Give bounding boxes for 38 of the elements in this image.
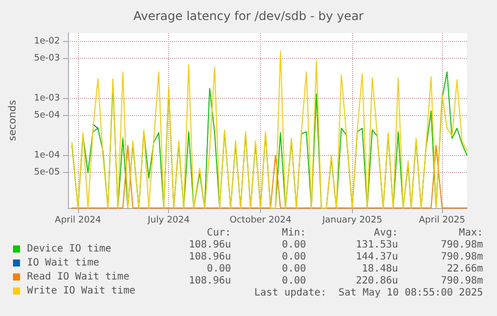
y-tick-label: 5e-05	[34, 168, 60, 178]
x-tick-label: April 2024	[54, 216, 102, 226]
text: 790.98m	[440, 252, 484, 262]
y-tick-label: 1e-03	[34, 93, 60, 104]
text: 790.98m	[440, 276, 484, 286]
text: Cur:	[206, 228, 232, 238]
text: 0.00	[206, 264, 232, 274]
y-tick-label: 1e-04	[34, 150, 60, 160]
text: 18.48u	[362, 264, 398, 274]
y-tick-label: 1e-02	[34, 36, 60, 46]
text: 0.00	[282, 264, 306, 274]
x-tick-label: October 2024	[230, 216, 292, 226]
text: 0.00	[282, 276, 306, 286]
x-tick-label: January 2025	[321, 216, 382, 226]
x-tick-label: April 2025	[418, 216, 466, 226]
text: Max:	[458, 228, 484, 238]
legend-label: IO Wait time	[27, 258, 100, 268]
y-tick-label: 5e-03	[34, 54, 60, 64]
text: 0.00	[282, 240, 306, 250]
text: 22.66m	[446, 264, 483, 274]
text: Min:	[282, 228, 306, 238]
text: 108.96u	[188, 252, 232, 262]
y-tick-label: 5e-04	[34, 110, 60, 121]
legend-label: Read IO Wait time	[27, 272, 130, 282]
chart-title: Average latency for /dev/sdb - by year	[133, 9, 364, 23]
legend-label: Write IO Wait time	[27, 286, 136, 296]
text: Avg:	[374, 228, 398, 238]
text: 108.96u	[188, 276, 232, 286]
x-tick-label: July 2024	[146, 216, 190, 226]
legend-label: Device IO time	[27, 244, 112, 254]
text: 0.00	[282, 252, 306, 262]
text: 790.98m	[440, 240, 484, 250]
text: 108.96u	[188, 240, 232, 250]
text: Last update: Sat May 10 08:55:00 2025	[254, 288, 483, 298]
text: 144.37u	[356, 252, 398, 262]
text: 220.86u	[356, 276, 398, 286]
y-axis-title: seconds	[8, 100, 18, 141]
text: 131.53u	[356, 240, 398, 250]
